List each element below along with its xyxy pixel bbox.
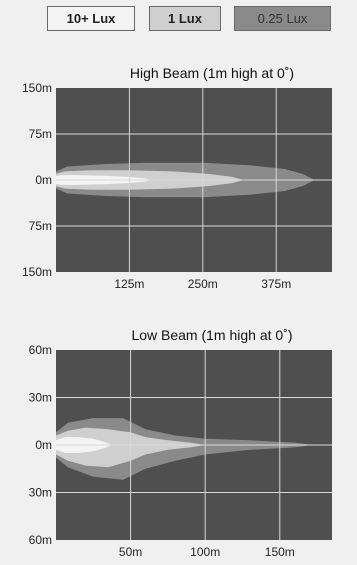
x-tick-label: 50m xyxy=(119,545,142,559)
y-tick-label: 0m xyxy=(35,173,52,187)
chart-title: Low Beam (1m high at 0˚) xyxy=(131,327,292,343)
chart-low-beam: Low Beam (1m high at 0˚) 50m 100m 150m 60m 30… xyxy=(29,327,332,559)
legend-label: 0.25 Lux xyxy=(257,11,308,26)
x-tick-label: 100m xyxy=(190,545,220,559)
x-tick-label: 375m xyxy=(261,277,291,291)
chart-title: High Beam (1m high at 0˚) xyxy=(130,65,294,81)
x-tick-label: 125m xyxy=(114,277,144,291)
y-tick-label: 150m xyxy=(22,81,52,95)
y-tick-label: 30m xyxy=(29,486,52,500)
y-tick-label: 30m xyxy=(29,391,52,405)
y-tick-label: 75m xyxy=(29,127,52,141)
legend-item-025-lux: 0.25 Lux xyxy=(234,6,331,31)
y-tick-label: 75m xyxy=(29,219,52,233)
y-tick-label: 150m xyxy=(22,265,52,279)
x-tick-label: 250m xyxy=(188,277,218,291)
legend: 10+ Lux 1 Lux 0.25 Lux xyxy=(0,6,357,36)
y-tick-label: 0m xyxy=(35,438,52,452)
legend-label: 1 Lux xyxy=(168,11,202,26)
y-tick-label: 60m xyxy=(29,533,52,547)
x-tick-label: 150m xyxy=(265,545,295,559)
legend-label: 10+ Lux xyxy=(66,11,116,26)
legend-item-1-lux: 1 Lux xyxy=(149,6,221,31)
legend-item-10-lux: 10+ Lux xyxy=(47,6,135,31)
chart-high-beam: High Beam (1m high at 0˚) 125m 250m 375m 150… xyxy=(22,65,332,291)
y-tick-label: 60m xyxy=(29,343,52,357)
